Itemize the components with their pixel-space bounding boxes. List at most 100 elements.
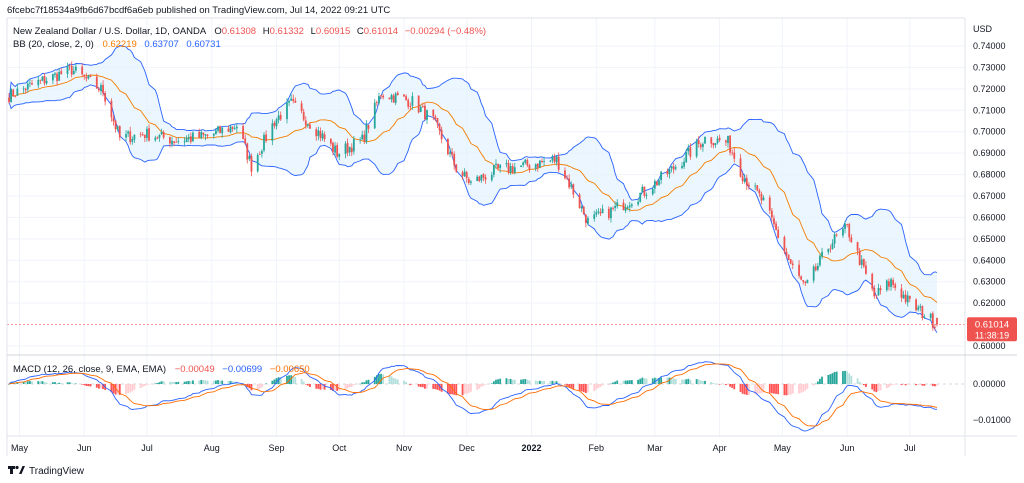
macd-histogram-bar bbox=[624, 380, 627, 384]
candle bbox=[526, 158, 529, 168]
macd-histogram-bar bbox=[359, 383, 362, 385]
candle-body bbox=[541, 160, 543, 163]
candle-body bbox=[70, 65, 73, 75]
tradingview-logo[interactable]: TradingView bbox=[8, 465, 85, 477]
candle-body bbox=[41, 76, 44, 81]
macd-histogram-bar bbox=[509, 378, 512, 384]
macd-histogram-bar bbox=[344, 384, 347, 389]
candle-body bbox=[367, 125, 370, 129]
macd-scale-ticks[interactable]: 0.00000 −0.01000 bbox=[973, 379, 1011, 425]
candle bbox=[831, 239, 834, 250]
macd-histogram-bar bbox=[714, 383, 717, 385]
legend-row-macd[interactable]: MACD (12, 26, close, 9, EMA, EMA) −0.000… bbox=[13, 364, 310, 375]
candle-body bbox=[731, 152, 734, 154]
macd-histogram-bar bbox=[70, 383, 73, 384]
candle-body bbox=[279, 115, 282, 120]
candle-body bbox=[60, 71, 63, 75]
candle bbox=[739, 154, 742, 178]
candle bbox=[246, 142, 249, 164]
macd-histogram-bar bbox=[490, 383, 493, 384]
candle bbox=[198, 128, 201, 138]
candle-body bbox=[139, 134, 142, 135]
candle-body bbox=[394, 93, 397, 103]
candle bbox=[461, 170, 464, 180]
candle bbox=[710, 136, 713, 148]
macd-histogram-bar bbox=[538, 380, 541, 384]
candle bbox=[798, 260, 800, 279]
candle-body bbox=[28, 82, 31, 84]
candle-body bbox=[687, 147, 690, 152]
time-axis-label: Feb bbox=[589, 443, 605, 453]
candle bbox=[409, 102, 412, 110]
legend-row-bb[interactable]: BB (20, close, 2, 0) 0.62219 0.63707 0.6… bbox=[13, 39, 221, 50]
candle bbox=[587, 216, 589, 226]
candle bbox=[242, 122, 244, 140]
candle-body bbox=[424, 105, 426, 120]
macd-histogram-bar bbox=[248, 384, 251, 389]
macd-histogram-bar bbox=[455, 384, 458, 396]
time-axis-labels[interactable]: May Jun Jul Aug Sep Oct Nov Dec 2022 Feb Mar Apr May… bbox=[11, 443, 916, 453]
macd-histogram-bar bbox=[329, 384, 332, 391]
candle bbox=[570, 181, 573, 190]
candle-body bbox=[346, 142, 349, 153]
candle-body bbox=[915, 299, 918, 311]
candle-body bbox=[407, 100, 410, 107]
macd-histogram-bar bbox=[367, 379, 370, 384]
price-tick-label: 0.62000 bbox=[973, 298, 1006, 308]
candle bbox=[507, 159, 510, 175]
price-scale-ticks[interactable]: 0.74000 0.73000 0.72000 0.71000 0.70000 0.690… bbox=[973, 41, 1006, 351]
candle bbox=[85, 72, 88, 82]
candle bbox=[733, 148, 736, 163]
candle-body bbox=[14, 95, 17, 97]
macd-histogram-bar bbox=[405, 382, 408, 384]
candle bbox=[538, 159, 541, 169]
macd-histogram-bar bbox=[173, 382, 176, 384]
candle bbox=[453, 151, 456, 170]
macd-histogram-bar bbox=[118, 384, 121, 395]
macd-histogram-bar bbox=[915, 384, 918, 386]
candle-body bbox=[568, 178, 571, 188]
candle-body bbox=[862, 258, 865, 267]
candle bbox=[773, 215, 775, 228]
candle-body bbox=[392, 95, 395, 103]
candle-body bbox=[465, 172, 468, 179]
candle-body bbox=[743, 178, 746, 182]
candle bbox=[568, 174, 571, 190]
macd-histogram-bar bbox=[672, 378, 675, 384]
candle bbox=[390, 93, 393, 103]
macd-histogram-bar bbox=[906, 384, 909, 385]
candle-body bbox=[564, 170, 566, 179]
candle bbox=[681, 162, 683, 170]
macd-histogram-bar bbox=[315, 384, 318, 389]
macd-histogram-bar bbox=[221, 380, 224, 384]
macd-histogram-bar bbox=[570, 384, 573, 388]
macd-histogram-bar bbox=[206, 380, 209, 384]
macd-histogram-bar bbox=[919, 384, 922, 385]
candle bbox=[656, 180, 658, 186]
candle-body bbox=[513, 167, 516, 173]
macd-histogram-bar bbox=[100, 384, 102, 389]
candle bbox=[419, 104, 422, 113]
macd-histogram-bar bbox=[396, 379, 399, 384]
legend-row-main[interactable]: New Zealand Dollar / U.S. Dollar, 1D, OA… bbox=[13, 26, 486, 37]
candle bbox=[315, 127, 318, 141]
candle-body bbox=[522, 162, 525, 166]
last-price-tag-bg bbox=[967, 317, 1017, 342]
candle-body bbox=[227, 128, 230, 132]
candle-body bbox=[403, 94, 405, 97]
macd-histogram-bar bbox=[66, 382, 69, 384]
candle bbox=[931, 311, 934, 331]
candle-body bbox=[626, 207, 629, 209]
candle bbox=[842, 227, 844, 238]
macd-histogram-bar bbox=[626, 380, 629, 384]
candle-body bbox=[492, 164, 495, 175]
candle-body bbox=[277, 115, 280, 121]
candle-body bbox=[710, 137, 713, 144]
macd-histogram-bar bbox=[227, 381, 230, 384]
candle bbox=[478, 175, 481, 183]
candle-body bbox=[718, 137, 721, 141]
macd-histogram-bar bbox=[162, 381, 165, 384]
macd-histogram-bar bbox=[116, 384, 119, 395]
candle-body bbox=[783, 237, 786, 252]
macd-histogram-bar bbox=[375, 375, 378, 384]
